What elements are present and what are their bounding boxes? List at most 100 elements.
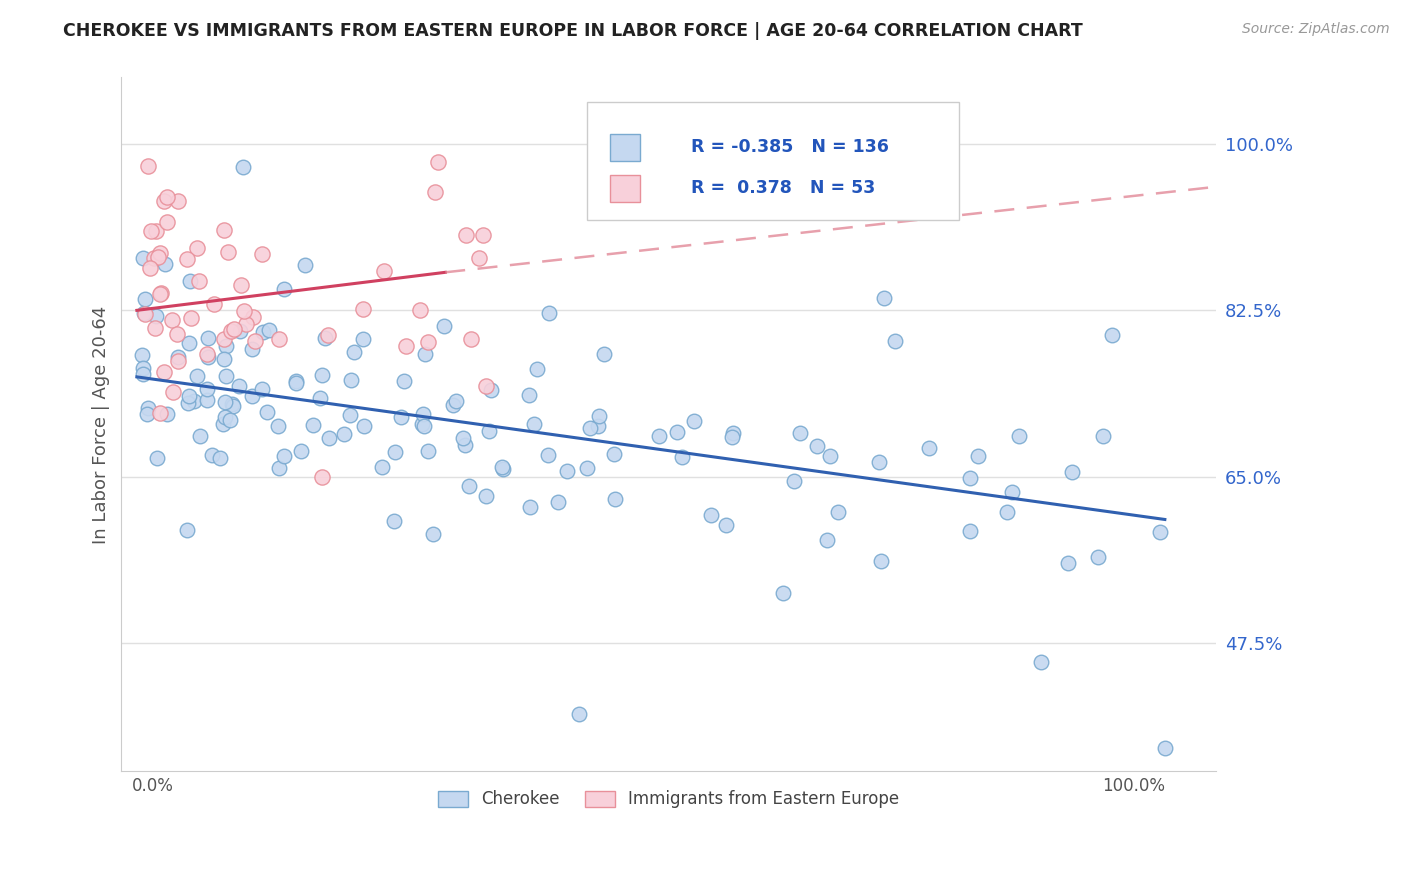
- Point: [162, 312, 184, 326]
- Point: [479, 383, 502, 397]
- Point: [228, 379, 250, 393]
- Point: [716, 517, 738, 532]
- Bar: [610, 176, 640, 202]
- Point: [827, 505, 849, 519]
- Point: [235, 318, 257, 332]
- Point: [176, 252, 198, 266]
- Point: [145, 224, 167, 238]
- Point: [460, 332, 482, 346]
- Point: [433, 318, 456, 333]
- Point: [259, 323, 281, 337]
- Point: [269, 332, 291, 346]
- Point: [167, 351, 190, 365]
- Point: [683, 414, 706, 428]
- Point: [671, 450, 693, 465]
- Point: [188, 428, 211, 442]
- Point: [256, 405, 278, 419]
- Text: 100.0%: 100.0%: [1102, 777, 1164, 795]
- Point: [1001, 485, 1024, 500]
- Point: [149, 286, 172, 301]
- Point: [132, 360, 155, 375]
- Point: [427, 155, 450, 169]
- Point: [136, 401, 159, 416]
- Point: [228, 324, 250, 338]
- Point: [444, 394, 467, 409]
- Text: CHEROKEE VS IMMIGRANTS FROM EASTERN EUROPE IN LABOR FORCE | AGE 20-64 CORRELATIO: CHEROKEE VS IMMIGRANTS FROM EASTERN EURO…: [63, 22, 1083, 40]
- Point: [149, 406, 172, 420]
- Point: [252, 325, 274, 339]
- Text: 0.0%: 0.0%: [132, 777, 173, 795]
- Point: [187, 274, 209, 288]
- Point: [149, 286, 172, 301]
- Point: [221, 397, 243, 411]
- Point: [146, 450, 169, 465]
- Point: [873, 291, 896, 305]
- Point: [1149, 525, 1171, 540]
- Point: [472, 227, 495, 242]
- Point: [772, 585, 794, 599]
- Point: [371, 460, 394, 475]
- Point: [883, 334, 905, 348]
- Point: [233, 304, 256, 318]
- Point: [536, 448, 558, 462]
- Point: [409, 302, 432, 317]
- Point: [395, 339, 418, 353]
- Point: [1008, 428, 1031, 442]
- Point: [425, 185, 447, 199]
- Point: [318, 431, 340, 445]
- Point: [211, 417, 233, 432]
- Point: [267, 461, 290, 475]
- Point: [231, 277, 253, 292]
- Point: [475, 379, 498, 393]
- Point: [180, 310, 202, 325]
- Point: [789, 425, 811, 440]
- Point: [242, 310, 264, 325]
- Point: [309, 392, 332, 406]
- Point: [723, 426, 745, 441]
- Point: [285, 374, 308, 388]
- Point: [575, 461, 598, 475]
- Point: [217, 245, 239, 260]
- Point: [579, 421, 602, 435]
- Point: [959, 471, 981, 485]
- Point: [700, 508, 723, 523]
- Point: [783, 474, 806, 488]
- Point: [412, 418, 434, 433]
- Point: [250, 247, 273, 261]
- Point: [451, 431, 474, 445]
- Point: [132, 367, 155, 381]
- Point: [468, 251, 491, 265]
- Point: [179, 274, 201, 288]
- Point: [195, 382, 218, 396]
- Point: [141, 224, 163, 238]
- Point: [441, 398, 464, 412]
- Bar: [610, 134, 640, 161]
- Point: [250, 382, 273, 396]
- Point: [219, 324, 242, 338]
- Point: [302, 418, 325, 433]
- Point: [517, 388, 540, 402]
- Point: [221, 399, 243, 413]
- Point: [818, 449, 841, 463]
- Point: [537, 306, 560, 320]
- Point: [352, 332, 374, 346]
- Point: [478, 424, 501, 438]
- Point: [454, 438, 477, 452]
- Point: [373, 264, 395, 278]
- Point: [273, 282, 295, 296]
- Point: [316, 327, 339, 342]
- Point: [870, 553, 893, 567]
- Point: [240, 342, 263, 356]
- Point: [665, 425, 688, 439]
- Point: [959, 524, 981, 538]
- Point: [197, 331, 219, 345]
- Point: [588, 409, 610, 423]
- Point: [162, 384, 184, 399]
- FancyBboxPatch shape: [586, 102, 959, 219]
- Point: [197, 350, 219, 364]
- Point: [917, 442, 939, 456]
- Point: [134, 293, 156, 307]
- Point: [593, 347, 616, 361]
- Point: [454, 228, 477, 243]
- Y-axis label: In Labor Force | Age 20-64: In Labor Force | Age 20-64: [93, 305, 110, 543]
